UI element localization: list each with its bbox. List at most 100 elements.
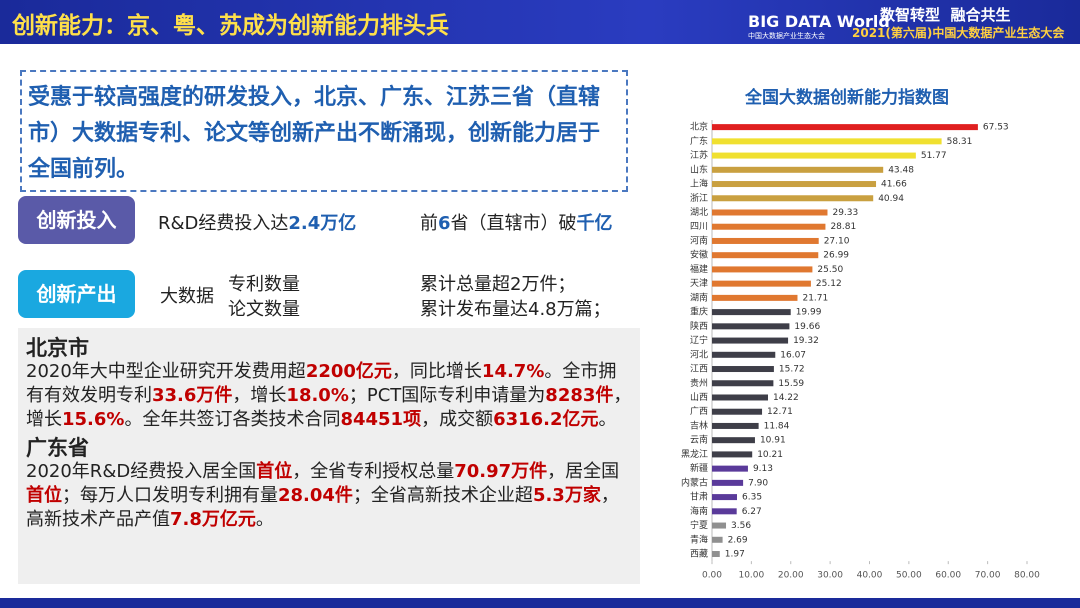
x-tick-label: 80.00 — [1014, 571, 1040, 581]
value-label: 6.27 — [742, 507, 762, 517]
value-label: 12.71 — [767, 407, 793, 417]
value-label: 41.66 — [881, 180, 907, 190]
value-label: 29.33 — [832, 208, 858, 218]
section-text: 2020年R&D经费投入居全国首位，全省专利授权总量70.97万件，居全国首位；… — [26, 460, 632, 532]
y-tick-label: 新疆 — [690, 462, 708, 474]
detail-box: 北京市 2020年大中型企业研究开发费用超2200亿元，同比增长14.7%。全市… — [18, 328, 640, 584]
slogan: 数智转型 融合共生 — [880, 6, 1011, 24]
highlight: 33.6万件 — [152, 385, 233, 406]
x-tick-label: 60.00 — [935, 571, 961, 581]
bar — [712, 209, 828, 216]
bar — [712, 494, 738, 501]
bar — [712, 536, 723, 543]
input-text: R&D经费投入达2.4万亿 — [158, 209, 356, 235]
text-run: ；全省高新技术企业超 — [352, 485, 533, 506]
y-tick-label: 湖南 — [690, 291, 708, 303]
text-run: ；PCT国际专利申请量为 — [348, 385, 546, 406]
y-tick-label: 上海 — [690, 178, 708, 190]
value-label: 15.59 — [778, 379, 804, 389]
chart: 全国大数据创新能力指数图 0.00 10.00 20.00 30.00 40.00 50.… — [681, 87, 1040, 581]
value-label: 19.99 — [796, 308, 822, 318]
y-tick-label: 江苏 — [690, 149, 708, 161]
bar — [712, 237, 819, 244]
highlight: 千亿 — [576, 213, 613, 234]
bar — [712, 394, 768, 401]
bar — [712, 479, 744, 486]
output-item: 论文数量 — [228, 299, 300, 320]
bottom-bar — [0, 598, 1080, 608]
y-tick-label: 内蒙古 — [681, 476, 708, 488]
section-title: 北京市 — [26, 336, 89, 360]
y-tick-label: 青海 — [690, 533, 708, 545]
section-text: 2020年大中型企业研究开发费用超2200亿元，同比增长14.7%。全市拥有有效… — [26, 360, 632, 432]
bar — [712, 166, 884, 173]
highlight: 18.0% — [286, 385, 349, 406]
text-run: ，同比增长 — [391, 361, 482, 382]
y-tick-label: 陕西 — [690, 320, 708, 332]
text-run: ，居全国 — [547, 461, 620, 482]
bar — [712, 380, 774, 387]
bar — [712, 323, 790, 330]
highlight: 6316.2亿元 — [493, 409, 599, 430]
text-run: ，增长 — [232, 385, 287, 406]
value-label: 16.07 — [780, 350, 806, 360]
value-label: 11.84 — [764, 421, 790, 431]
value-label: 25.50 — [817, 265, 843, 275]
value-label: 6.35 — [742, 493, 762, 503]
text-run: R&D经费投入达 — [158, 213, 289, 234]
text-run: 2020年R&D经费投入居全国 — [26, 461, 257, 482]
y-tick-label: 海南 — [690, 505, 708, 517]
text-run: 前 — [420, 213, 438, 234]
value-label: 43.48 — [888, 165, 914, 175]
x-tick-label: 20.00 — [778, 571, 804, 581]
input-tag: 创新投入 — [18, 196, 135, 244]
y-tick-label: 江西 — [690, 364, 708, 375]
highlight: 84451项 — [340, 409, 422, 430]
value-label: 2.69 — [728, 535, 748, 545]
x-tick-label: 50.00 — [896, 571, 922, 581]
y-tick-label: 河南 — [690, 234, 708, 246]
highlight: 7.8万亿元 — [170, 509, 256, 530]
bar — [712, 195, 874, 202]
value-label: 19.32 — [793, 336, 819, 346]
highlight: 8283件 — [545, 385, 614, 406]
value-label: 67.53 — [983, 123, 1009, 133]
y-tick-label: 山西 — [690, 392, 708, 403]
output-tag: 创新产出 — [18, 270, 135, 318]
bar — [712, 337, 789, 344]
x-tick-label: 70.00 — [975, 571, 1001, 581]
bar — [712, 266, 813, 273]
y-tick-label: 广东 — [690, 135, 708, 147]
section-title: 广东省 — [26, 436, 89, 460]
value-label: 14.22 — [773, 393, 799, 403]
text-run: 。全年共签订各类技术合同 — [124, 409, 341, 430]
x-tick-label: 30.00 — [817, 571, 843, 581]
y-tick-label: 河北 — [690, 348, 708, 360]
highlight: 70.97万件 — [454, 461, 548, 482]
event: 2021(第六届)中国大数据产业生态大会 — [852, 26, 1065, 40]
value-label: 7.90 — [748, 478, 768, 488]
x-tick-label: 40.00 — [857, 571, 883, 581]
highlight: 首位 — [26, 485, 62, 506]
y-tick-label: 贵州 — [690, 377, 708, 389]
y-tick-label: 北京 — [690, 121, 708, 133]
intro: 受惠于较高强度的研发投入，北京、广东、江苏三省（直辖市）大数据专利、论文等创新产… — [20, 70, 628, 192]
x-tick-label: 10.00 — [738, 571, 764, 581]
logo-sub: 中国大数据产业生态大会 — [748, 32, 825, 40]
x-tick-label: 0.00 — [702, 571, 722, 581]
text-run: 。 — [255, 509, 274, 530]
bar — [712, 551, 720, 558]
value-label: 1.97 — [725, 550, 745, 560]
bar — [712, 522, 727, 529]
value-label: 10.91 — [760, 436, 786, 446]
value-label: 15.72 — [779, 365, 805, 375]
y-tick-label: 福建 — [690, 263, 708, 275]
value-label: 25.12 — [816, 279, 842, 289]
highlight: 首位 — [256, 461, 293, 482]
bar — [712, 252, 819, 259]
value-label: 28.81 — [830, 222, 856, 232]
text-run: 。 — [598, 409, 617, 430]
value-label: 51.77 — [921, 151, 947, 161]
bar — [712, 408, 763, 415]
highlight: 14.7% — [481, 361, 545, 382]
